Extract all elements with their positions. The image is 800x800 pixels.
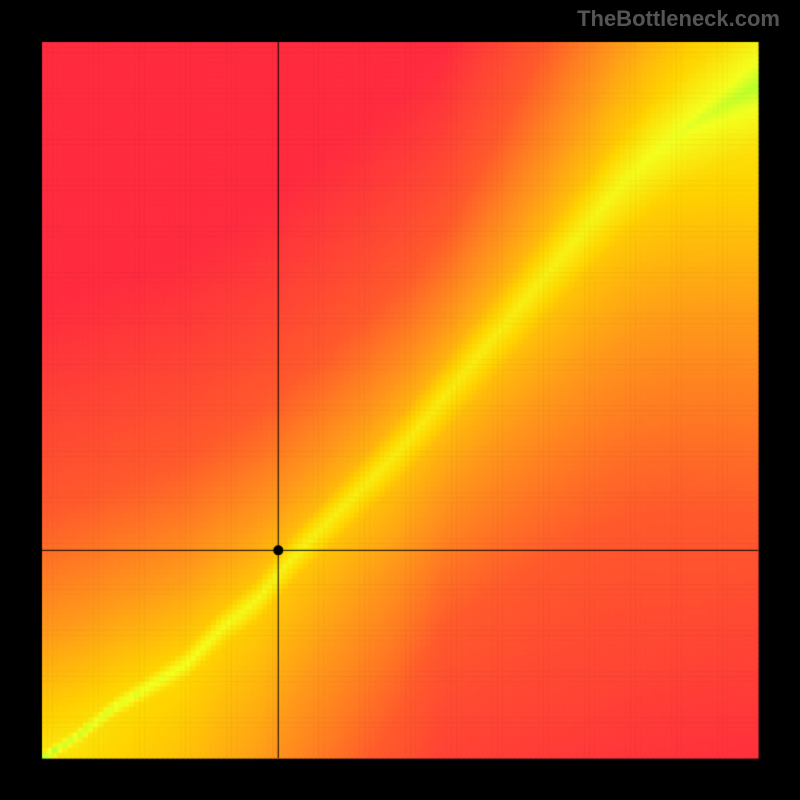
heatmap-canvas bbox=[0, 0, 800, 800]
chart-container: TheBottleneck.com bbox=[0, 0, 800, 800]
watermark-text: TheBottleneck.com bbox=[577, 6, 780, 32]
